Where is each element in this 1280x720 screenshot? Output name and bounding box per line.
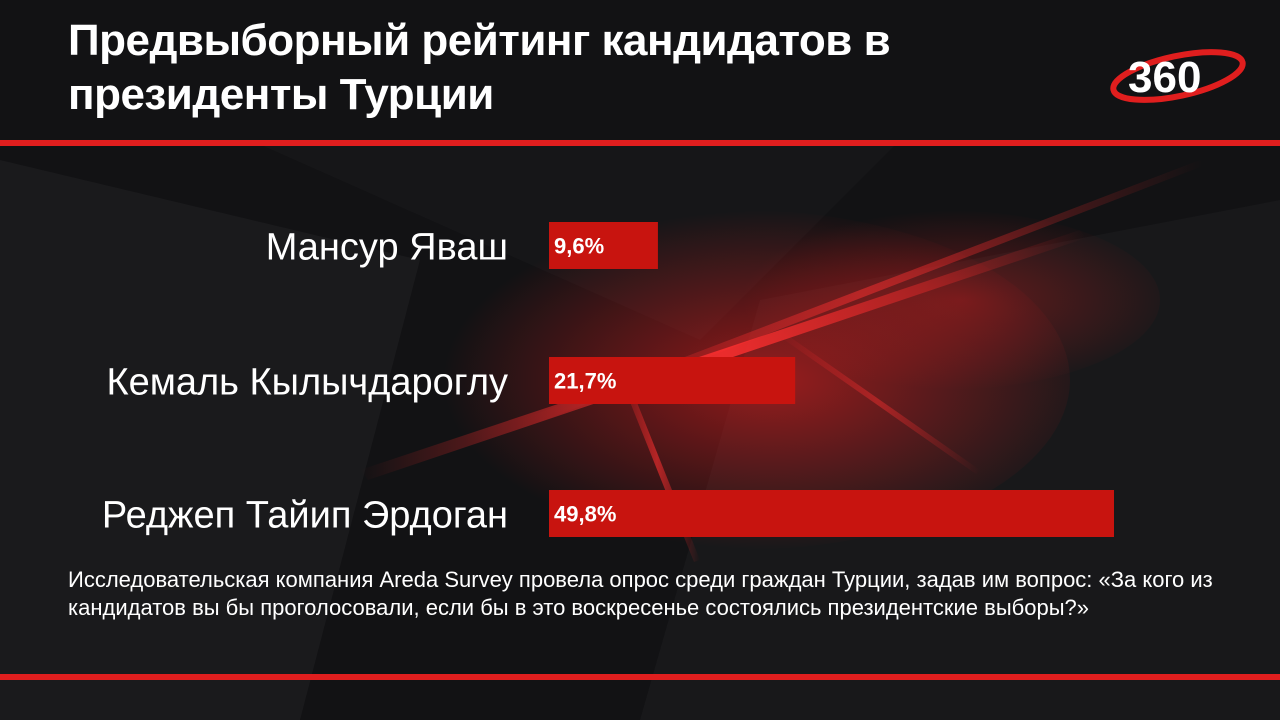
logo-360-swoosh-icon: 360	[1110, 49, 1246, 103]
bar-value-label: 21,7%	[554, 369, 616, 394]
candidate-label: Кемаль Кылычдароглу	[106, 362, 508, 404]
bar	[549, 222, 658, 269]
candidate-label: Реджеп Тайип Эрдоган	[102, 495, 508, 537]
bar-value-label: 49,8%	[554, 502, 616, 527]
bar	[549, 490, 1114, 537]
survey-note: Исследовательская компания Areda Survey …	[68, 567, 1213, 620]
page-title: Предвыборный рейтинг кандидатов в презид…	[68, 16, 891, 119]
candidate-label: Мансур Яваш	[266, 227, 508, 269]
bar-value-label: 9,6%	[554, 234, 604, 259]
bottom-divider	[0, 674, 1280, 680]
bar	[549, 357, 796, 404]
logo-text: 360	[1128, 53, 1201, 102]
top-divider	[0, 140, 1280, 146]
